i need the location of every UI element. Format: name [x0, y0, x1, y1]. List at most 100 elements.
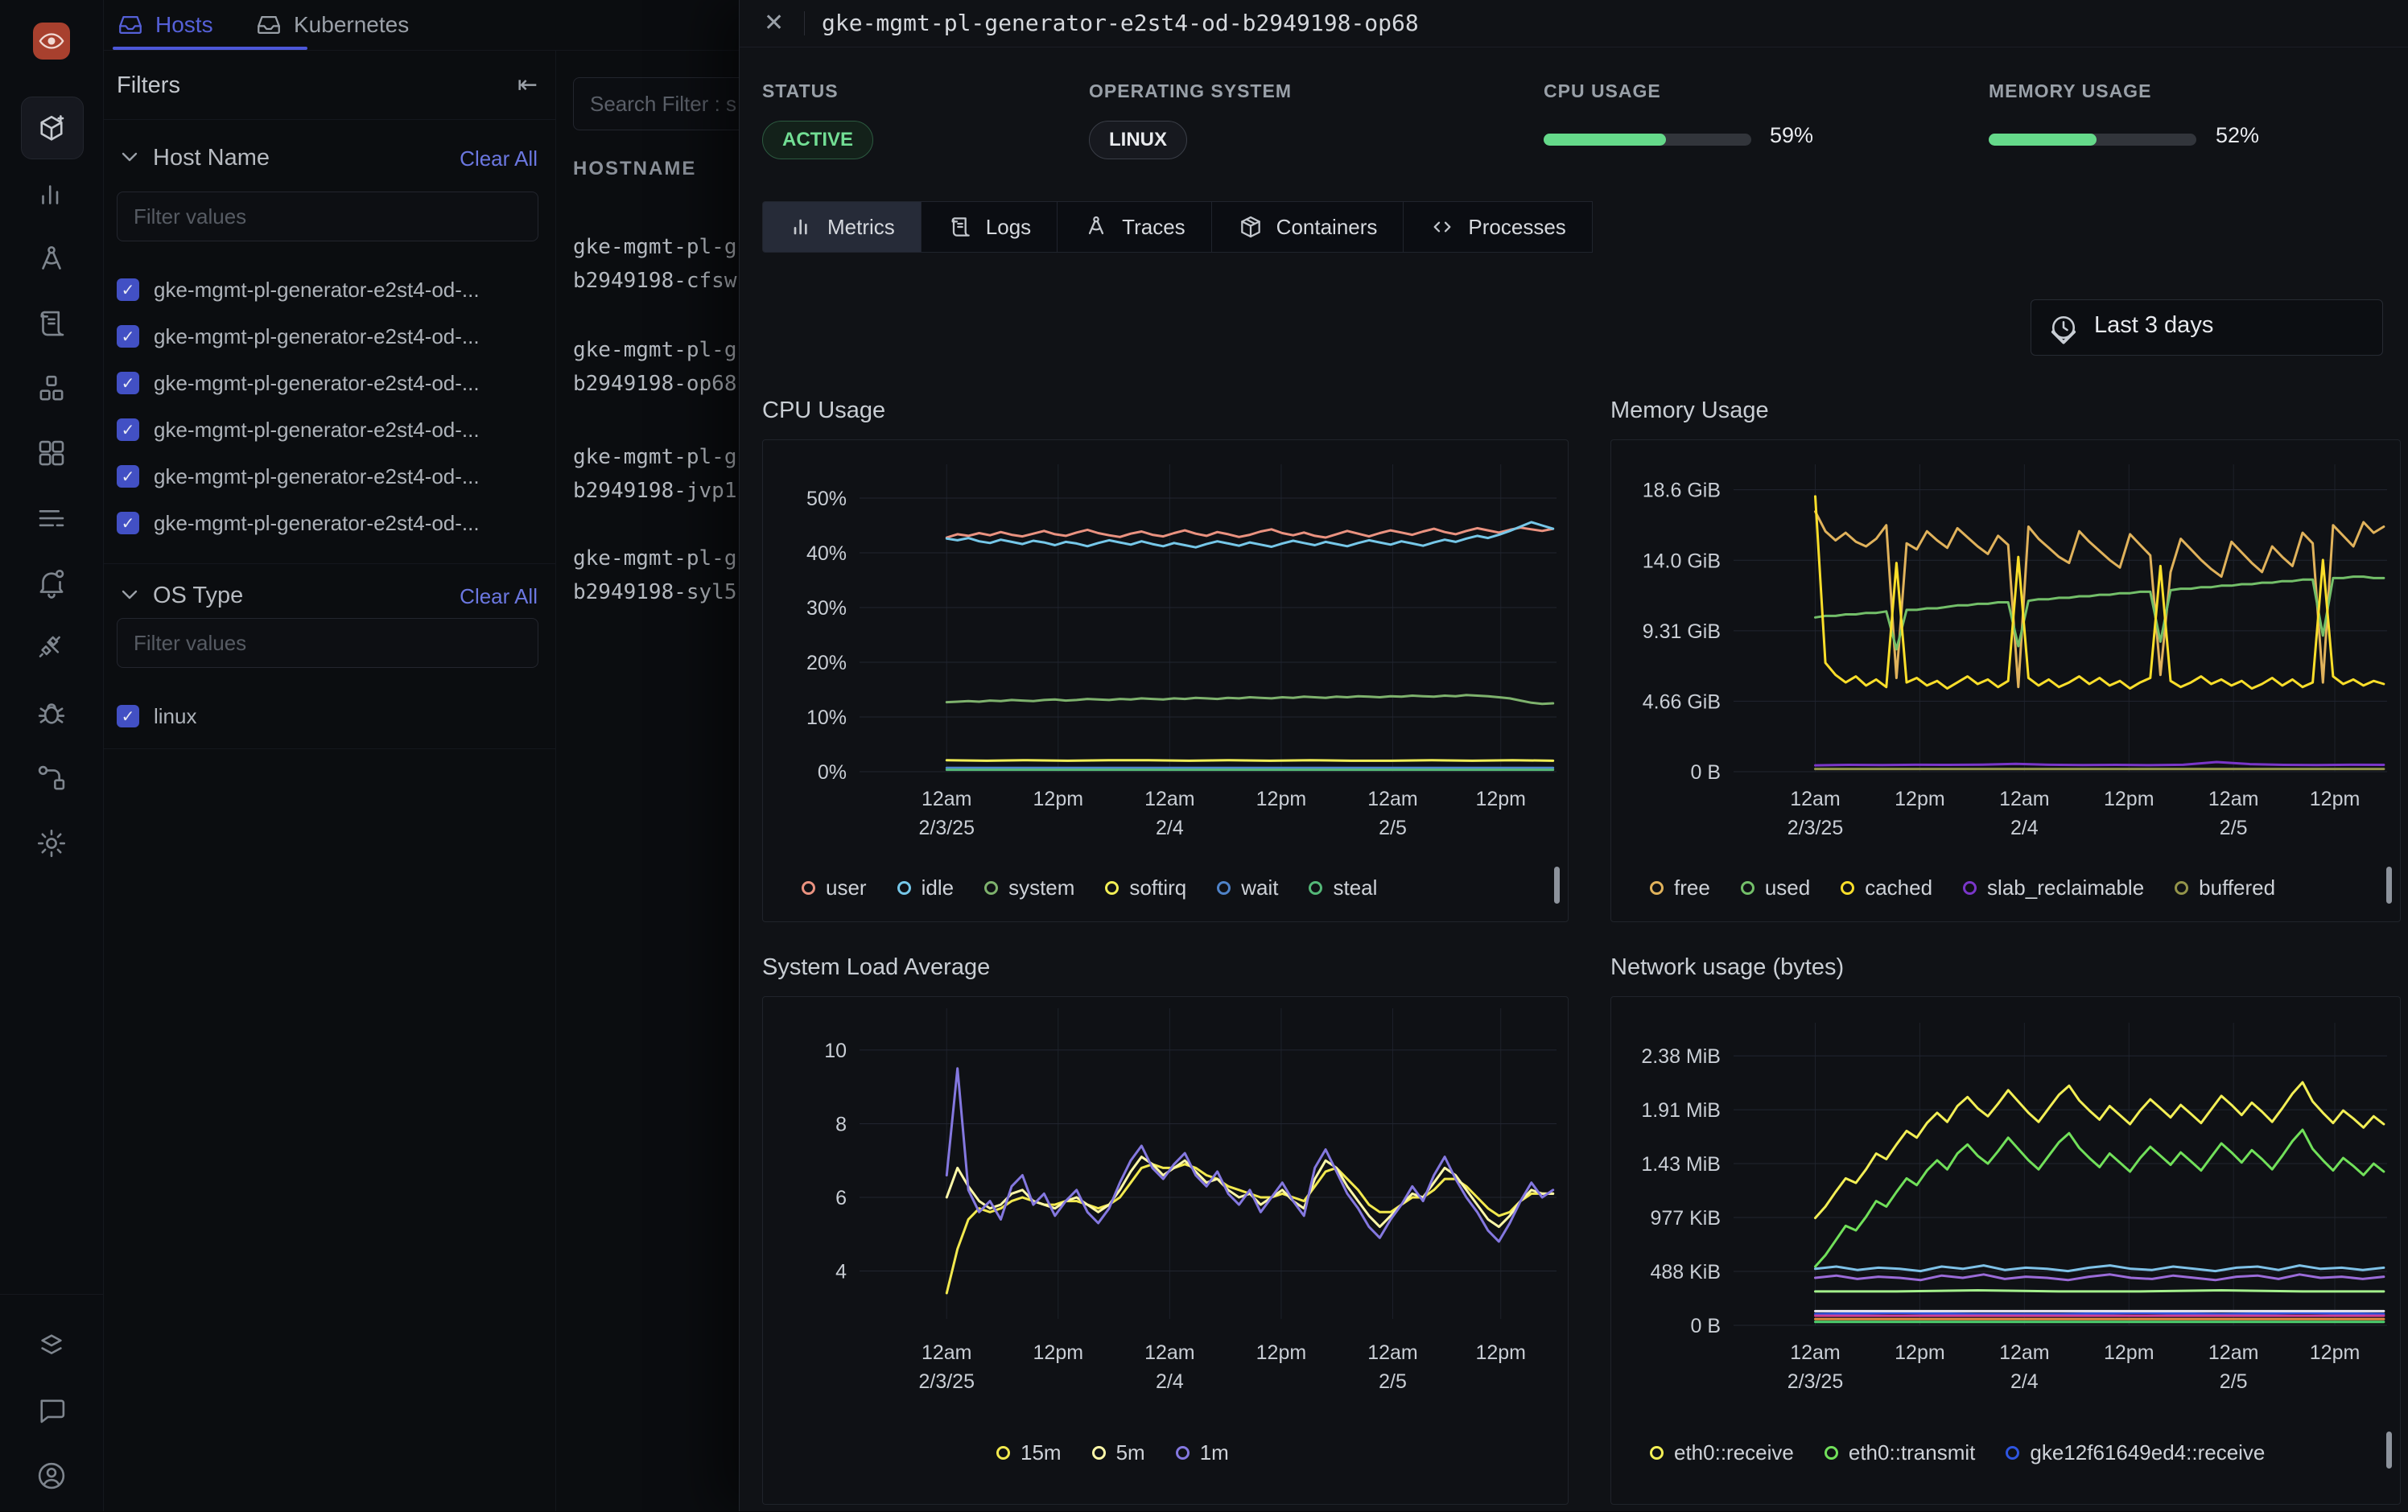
legend-item[interactable]: 1m: [1175, 1440, 1229, 1465]
host-name-filter-input[interactable]: [117, 192, 538, 241]
os-type-clear-all[interactable]: Clear All: [460, 584, 538, 608]
svg-text:4: 4: [835, 1261, 847, 1283]
legend-item[interactable]: slab_reclaimable: [1963, 875, 2144, 900]
host-checkbox-row[interactable]: ✓ gke-mgmt-pl-generator-e2st4-od-...: [117, 320, 543, 352]
services-icon[interactable]: [32, 369, 71, 408]
logs-icon[interactable]: [32, 304, 71, 343]
legend-item[interactable]: cached: [1841, 875, 1932, 900]
os-type-filter-input[interactable]: [117, 618, 538, 668]
exceptions-bug-icon[interactable]: [32, 694, 71, 732]
legend-scrollbar[interactable]: [1554, 867, 1560, 904]
host-checkbox-row[interactable]: ✓ gke-mgmt-pl-generator-e2st4-od-...: [117, 367, 543, 399]
signoz-logo[interactable]: [33, 23, 70, 60]
os-label: OPERATING SYSTEM: [1089, 80, 1292, 101]
host-checkbox-row[interactable]: ✓ gke-mgmt-pl-generator-e2st4-od-...: [117, 507, 543, 539]
service-map-icon[interactable]: [32, 759, 71, 797]
legend-item[interactable]: eth0::receive: [1650, 1440, 1794, 1465]
tab-logs[interactable]: Logs: [921, 201, 1058, 253]
host-name-clear-all[interactable]: Clear All: [460, 146, 538, 171]
legend-series-label: softirq: [1129, 875, 1187, 900]
legend-item[interactable]: gke12f61649ed4::receive: [2006, 1440, 2265, 1465]
legend-item[interactable]: system: [984, 875, 1074, 900]
bar-chart-icon: [794, 219, 807, 235]
chevron-down-icon[interactable]: [121, 589, 138, 600]
svg-text:1.91 MiB: 1.91 MiB: [1641, 1099, 1721, 1122]
svg-text:2/4: 2/4: [1156, 817, 1184, 839]
apps-grid-icon[interactable]: [32, 434, 71, 472]
svg-text:14.0 GiB: 14.0 GiB: [1643, 550, 1721, 572]
infrastructure-icon[interactable]: [32, 110, 71, 149]
tab-kubernetes[interactable]: Kubernetes: [255, 0, 409, 50]
legend-item[interactable]: buffered: [2175, 875, 2275, 900]
checkbox-checked-icon[interactable]: ✓: [117, 278, 139, 301]
checkbox-checked-icon[interactable]: ✓: [117, 372, 139, 394]
legend-item[interactable]: wait: [1217, 875, 1278, 900]
legend-item[interactable]: user: [802, 875, 867, 900]
alerts-bell-icon[interactable]: [32, 564, 71, 603]
checkbox-checked-icon[interactable]: ✓: [117, 465, 139, 488]
os-checkbox-row[interactable]: ✓ linux: [117, 700, 543, 732]
svg-text:12am: 12am: [1144, 1341, 1195, 1364]
legend-item[interactable]: idle: [897, 875, 954, 900]
legend-scrollbar[interactable]: [2386, 1432, 2392, 1469]
host-row[interactable]: gke-mgmt-pl-g b2949198-cfsw: [573, 235, 737, 293]
legend-series-ring-icon: [2175, 881, 2189, 895]
svg-text:50%: 50%: [806, 488, 847, 510]
traces-icon[interactable]: [32, 241, 71, 279]
left-nav-rail: [0, 0, 104, 1511]
svg-text:12am: 12am: [1790, 788, 1841, 810]
integrations-icon[interactable]: [32, 629, 71, 668]
legend-scrollbar[interactable]: [2386, 867, 2392, 904]
legend-series-ring-icon: [1824, 1446, 1838, 1460]
collapse-filters-icon[interactable]: ⇤: [517, 72, 538, 98]
host-checkbox-row[interactable]: ✓ gke-mgmt-pl-generator-e2st4-od-...: [117, 274, 543, 306]
memory-usage-progressbar: [1989, 134, 2196, 146]
host-name-label: Host Name: [153, 145, 270, 171]
time-range-selector[interactable]: Last 3 days: [2031, 299, 2383, 356]
legend-series-label: free: [1674, 875, 1710, 900]
svg-text:12pm: 12pm: [1895, 788, 1945, 810]
account-user-icon[interactable]: [32, 1456, 71, 1495]
svg-text:2.38 MiB: 2.38 MiB: [1641, 1045, 1721, 1068]
host-row[interactable]: gke-mgmt-pl-g b2949198-jvp1: [573, 445, 737, 503]
tab-hosts[interactable]: Hosts: [117, 0, 213, 50]
close-icon[interactable]: ✕: [764, 10, 785, 36]
legend-series-label: 15m: [1021, 1440, 1062, 1465]
svg-text:2/3/25: 2/3/25: [1787, 817, 1844, 839]
pipelines-icon[interactable]: [32, 499, 71, 538]
legend-series-label: steal: [1333, 875, 1378, 900]
svg-text:12am: 12am: [1367, 1341, 1418, 1364]
checkbox-checked-icon[interactable]: ✓: [117, 705, 139, 727]
svg-text:0 B: 0 B: [1690, 761, 1721, 784]
host-checkbox-row[interactable]: ✓ gke-mgmt-pl-generator-e2st4-od-...: [117, 460, 543, 492]
legend-item[interactable]: free: [1650, 875, 1710, 900]
cpu-usage-percent: 59%: [1770, 123, 1814, 147]
chevron-down-icon[interactable]: [121, 151, 138, 163]
checkbox-checked-icon[interactable]: ✓: [117, 418, 139, 441]
host-row[interactable]: gke-mgmt-pl-g b2949198-syl5: [573, 546, 737, 604]
tab-containers[interactable]: Containers: [1211, 201, 1404, 253]
versions-layers-icon[interactable]: [32, 1326, 71, 1365]
code-icon: [1433, 221, 1451, 233]
tab-traces[interactable]: Traces: [1058, 201, 1212, 253]
host-row[interactable]: gke-mgmt-pl-g b2949198-op68: [573, 338, 737, 396]
legend-item[interactable]: softirq: [1105, 875, 1186, 900]
tab-metrics[interactable]: Metrics: [762, 201, 922, 253]
checkbox-checked-icon[interactable]: ✓: [117, 512, 139, 534]
svg-text:12am: 12am: [1999, 788, 2050, 810]
checkbox-checked-icon[interactable]: ✓: [117, 325, 139, 348]
legend-item[interactable]: 15m: [996, 1440, 1062, 1465]
host-checkbox-row[interactable]: ✓ gke-mgmt-pl-generator-e2st4-od-...: [117, 414, 543, 446]
dashboards-icon[interactable]: [32, 175, 71, 214]
legend-item[interactable]: steal: [1309, 875, 1377, 900]
tab-metrics-label: Metrics: [827, 214, 895, 239]
legend-series-ring-icon: [2006, 1446, 2020, 1460]
legend-item[interactable]: eth0::transmit: [1824, 1440, 1975, 1465]
tab-processes[interactable]: Processes: [1404, 201, 1593, 253]
legend-item[interactable]: 5m: [1091, 1440, 1145, 1465]
legend-item[interactable]: used: [1740, 875, 1810, 900]
support-chat-icon[interactable]: [32, 1391, 71, 1430]
svg-text:12am: 12am: [2208, 788, 2259, 810]
settings-gear-icon[interactable]: [32, 824, 71, 863]
